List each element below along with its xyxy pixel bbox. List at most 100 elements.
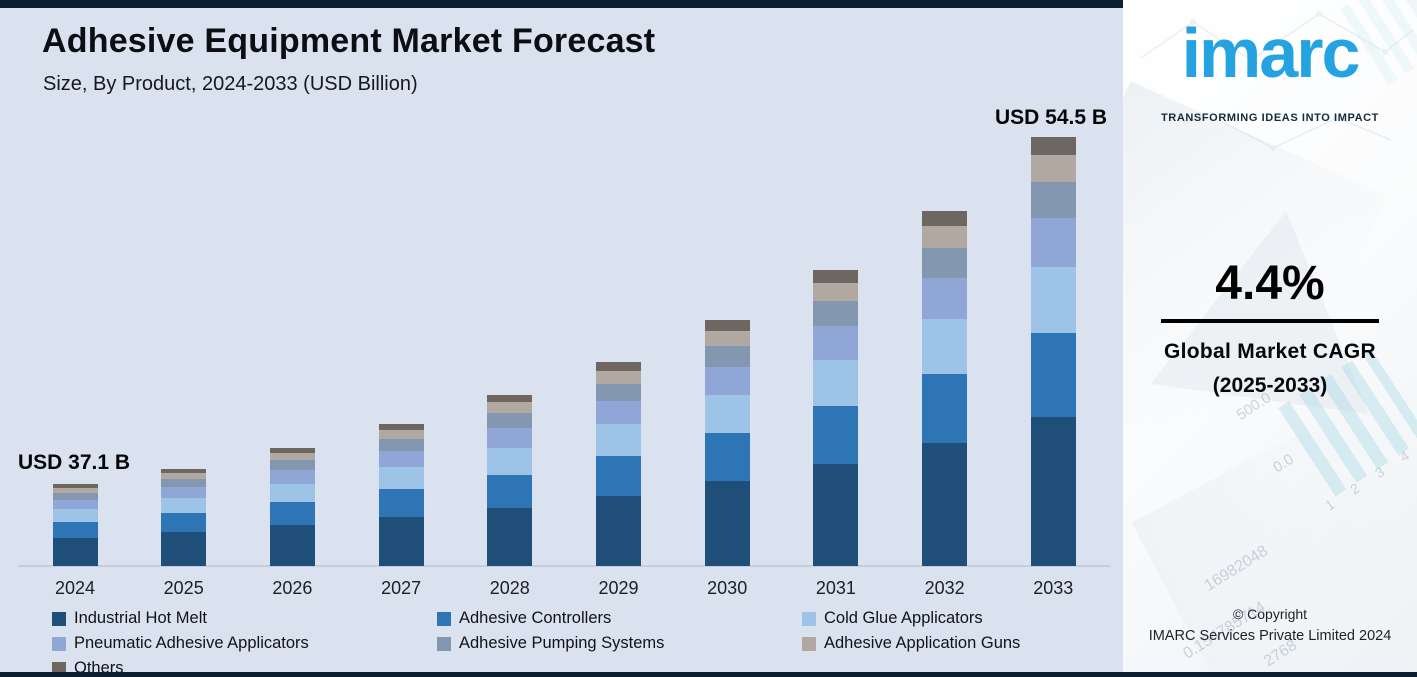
- segment-pneumatic-adhesive-applicators: [487, 428, 533, 448]
- segment-adhesive-controllers: [922, 374, 968, 443]
- end-total-label: USD 54.5 B: [995, 106, 1108, 129]
- x-axis-line: [18, 565, 1110, 567]
- segment-adhesive-application-guns: [378, 430, 424, 439]
- x-tick-2030: 2030: [707, 578, 748, 598]
- legend-label: Cold Glue Applicators: [824, 609, 983, 627]
- segment-cold-glue-applicators: [1030, 267, 1076, 333]
- legend-label: Adhesive Pumping Systems: [459, 634, 665, 652]
- legend-item-industrial-hot-melt: Industrial Hot Melt: [52, 609, 437, 628]
- segment-industrial-hot-melt: [378, 517, 424, 566]
- segment-others: [922, 211, 968, 226]
- segment-cold-glue-applicators: [487, 448, 533, 475]
- segment-cold-glue-applicators: [922, 319, 968, 374]
- x-tick-2028: 2028: [489, 578, 530, 598]
- bar-2027: [378, 424, 424, 566]
- legend-label: Adhesive Application Guns: [824, 634, 1021, 652]
- segment-others: [269, 448, 315, 453]
- segment-adhesive-controllers: [813, 406, 859, 464]
- legend-swatch-icon: [437, 636, 451, 651]
- bar-2030: [704, 320, 750, 566]
- legend-item-adhesive-application-guns: Adhesive Application Guns: [802, 634, 1112, 653]
- segment-adhesive-controllers: [161, 513, 207, 532]
- legend-label: Industrial Hot Melt: [74, 609, 207, 627]
- bar-chart-watermark: [1278, 348, 1417, 497]
- segment-adhesive-application-guns: [52, 488, 98, 493]
- segment-cold-glue-applicators: [704, 395, 750, 433]
- bar-2028: [487, 395, 533, 566]
- segment-industrial-hot-melt: [161, 532, 207, 566]
- segment-pneumatic-adhesive-applicators: [161, 487, 207, 498]
- x-tick-2025: 2025: [163, 578, 204, 598]
- legend-swatch-icon: [802, 611, 816, 626]
- segment-pneumatic-adhesive-applicators: [596, 401, 641, 424]
- bar-2032: [922, 211, 968, 566]
- segment-pneumatic-adhesive-applicators: [813, 326, 859, 360]
- segment-others: [161, 469, 207, 473]
- segment-others: [704, 320, 750, 331]
- bar-2026: [269, 448, 315, 566]
- cagr-value: 4.4%: [1215, 257, 1325, 310]
- copyright-owner: IMARC Services Private Limited 2024: [1148, 628, 1392, 644]
- x-tick-2033: 2033: [1033, 578, 1074, 598]
- segment-industrial-hot-melt: [487, 508, 533, 566]
- x-tick-2029: 2029: [598, 578, 639, 598]
- legend-item-adhesive-controllers: Adhesive Controllers: [437, 609, 802, 628]
- imarc-tagline: TRANSFORMING IDEAS INTO IMPACT: [1160, 112, 1380, 124]
- segment-adhesive-pumping-systems: [704, 346, 750, 367]
- segment-adhesive-application-guns: [269, 453, 315, 460]
- segment-adhesive-controllers: [52, 522, 98, 538]
- watermark-number: 0.0: [1270, 450, 1297, 477]
- cagr-divider: [1161, 319, 1379, 323]
- page-subtitle: Size, By Product, 2024-2033 (USD Billion…: [43, 73, 418, 95]
- segment-industrial-hot-melt: [813, 464, 859, 566]
- legend-swatch-icon: [52, 636, 66, 651]
- segment-adhesive-application-guns: [487, 402, 533, 413]
- legend-label: Pneumatic Adhesive Applicators: [74, 634, 309, 652]
- segment-others: [52, 484, 98, 488]
- segment-adhesive-application-guns: [813, 283, 859, 301]
- segment-cold-glue-applicators: [52, 509, 98, 522]
- segment-adhesive-application-guns: [704, 331, 750, 346]
- segment-adhesive-pumping-systems: [922, 248, 968, 278]
- segment-cold-glue-applicators: [161, 498, 207, 513]
- segment-adhesive-pumping-systems: [269, 460, 315, 470]
- legend: Industrial Hot Melt Adhesive Controllers C…: [52, 609, 1112, 677]
- brand-panel: 500.0 0.0 1 2 3 4 16982048 0.154785714 2…: [1123, 0, 1417, 672]
- legend-swatch-icon: [52, 611, 66, 626]
- legend-swatch-icon: [437, 611, 451, 626]
- stacked-bar-chart: [52, 137, 1076, 566]
- segment-cold-glue-applicators: [596, 424, 641, 456]
- top-border-strip: [0, 0, 1123, 8]
- legend-swatch-icon: [802, 636, 816, 651]
- segment-pneumatic-adhesive-applicators: [52, 500, 98, 509]
- segment-pneumatic-adhesive-applicators: [704, 367, 750, 395]
- copyright-label: © Copyright: [1232, 606, 1308, 622]
- segment-pneumatic-adhesive-applicators: [1030, 218, 1076, 267]
- bar-2029: [596, 362, 641, 566]
- segment-industrial-hot-melt: [1030, 417, 1076, 566]
- segment-adhesive-controllers: [704, 433, 750, 481]
- x-tick-2027: 2027: [381, 578, 422, 598]
- segment-pneumatic-adhesive-applicators: [922, 278, 968, 319]
- segment-adhesive-pumping-systems: [161, 479, 207, 487]
- segment-adhesive-application-guns: [1030, 155, 1076, 182]
- segment-cold-glue-applicators: [269, 484, 315, 502]
- segment-cold-glue-applicators: [813, 360, 859, 406]
- segment-adhesive-application-guns: [161, 473, 207, 479]
- start-total-label: USD 37.1 B: [18, 451, 131, 474]
- bottom-border-strip: [0, 672, 1417, 677]
- network-lines-decoration: [1140, 11, 1414, 151]
- segment-pneumatic-adhesive-applicators: [269, 470, 315, 484]
- segment-adhesive-controllers: [378, 489, 424, 517]
- segment-others: [813, 270, 859, 283]
- segment-adhesive-pumping-systems: [813, 301, 859, 326]
- legend-label: Adhesive Controllers: [459, 609, 612, 627]
- segment-adhesive-pumping-systems: [487, 413, 533, 428]
- value-annotations: USD 37.1 B USD 54.5 B: [18, 106, 1108, 474]
- segment-others: [1030, 137, 1076, 155]
- x-tick-2031: 2031: [815, 578, 856, 598]
- bar-2031: [813, 270, 859, 566]
- segment-cold-glue-applicators: [378, 467, 424, 489]
- segment-industrial-hot-melt: [922, 443, 968, 566]
- cagr-label: Global Market CAGR: [1164, 340, 1376, 363]
